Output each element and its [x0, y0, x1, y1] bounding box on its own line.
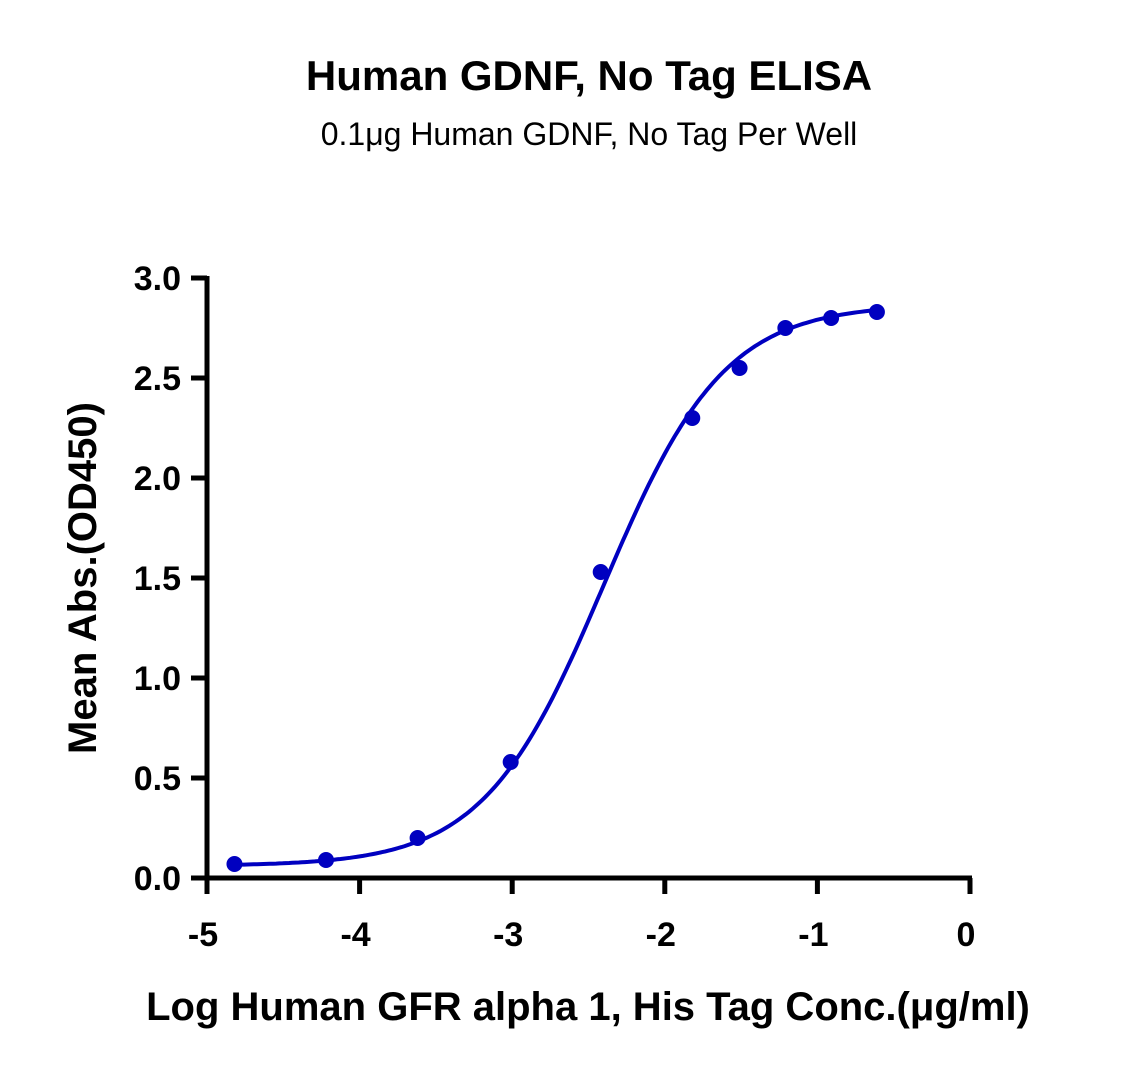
data-point	[409, 830, 426, 846]
x-axis-label: Log Human GFR alpha 1, His Tag Conc.(μg/…	[146, 985, 1030, 1029]
x-tick-label: -3	[493, 916, 523, 954]
data-point	[823, 310, 840, 326]
y-tick-label: 3.0	[134, 260, 181, 298]
y-tick-label: 2.5	[134, 360, 181, 398]
x-tick-label: -1	[798, 916, 828, 954]
y-tick-label: 2.0	[134, 460, 181, 498]
data-point	[868, 304, 885, 320]
x-tick-label: -5	[188, 916, 218, 954]
y-tick-label: 1.5	[134, 560, 181, 598]
fit-curve-layer	[234, 308, 878, 867]
data-point	[318, 852, 335, 868]
data-points-layer	[226, 304, 885, 872]
x-tick-label: -4	[340, 916, 370, 954]
data-point	[777, 320, 794, 336]
axes: 0.0 0.5 1.0 1.5 2.0 2.5 3.0 -5 -4 -3 -2 -1 0	[134, 260, 976, 954]
x-tick-label: 0	[957, 916, 976, 954]
y-tick-label: 0.5	[134, 760, 181, 798]
fit-curve	[234, 308, 878, 867]
y-tick-label: 0.0	[134, 860, 181, 898]
data-point	[226, 856, 243, 872]
y-axis-label: Mean Abs.(OD450)	[61, 402, 105, 754]
data-point	[502, 754, 519, 770]
chart-title: Human GDNF, No Tag ELISA	[305, 52, 873, 99]
data-point	[592, 564, 609, 580]
data-point	[731, 360, 748, 376]
y-tick-label: 1.0	[134, 660, 181, 698]
x-tick-label: -2	[646, 916, 676, 954]
data-point	[684, 410, 701, 426]
chart-subtitle: 0.1μg Human GDNF, No Tag Per Well	[320, 116, 858, 152]
